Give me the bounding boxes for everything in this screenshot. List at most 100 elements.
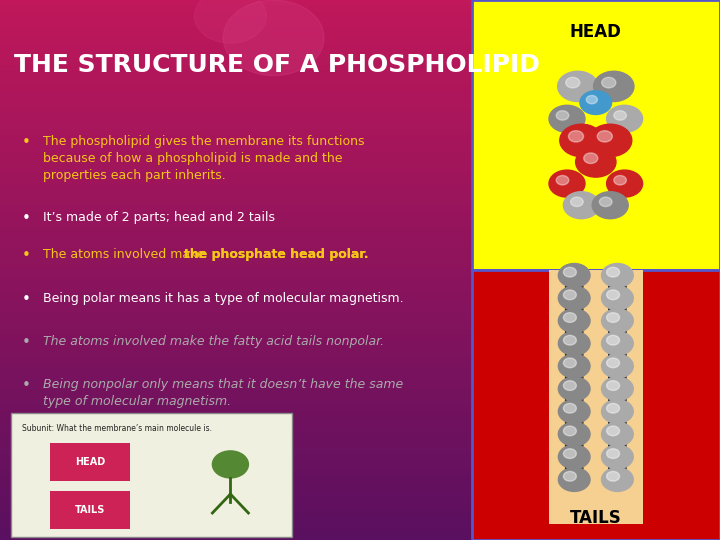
Circle shape <box>563 403 577 413</box>
Text: HEAD: HEAD <box>75 457 105 467</box>
Circle shape <box>223 0 324 76</box>
Circle shape <box>593 192 628 219</box>
FancyBboxPatch shape <box>11 413 292 537</box>
Text: Being nonpolar only means that it doesn’t have the same
type of molecular magnet: Being nonpolar only means that it doesn’… <box>43 378 403 408</box>
Circle shape <box>584 153 598 164</box>
Circle shape <box>566 280 583 293</box>
Circle shape <box>559 309 590 333</box>
Circle shape <box>576 147 616 177</box>
Circle shape <box>594 71 634 102</box>
Circle shape <box>609 416 626 429</box>
Circle shape <box>602 77 616 88</box>
Circle shape <box>563 267 577 277</box>
Circle shape <box>589 124 632 157</box>
Circle shape <box>559 264 590 287</box>
Circle shape <box>559 286 590 310</box>
Circle shape <box>601 422 634 446</box>
Circle shape <box>609 280 626 293</box>
Circle shape <box>606 358 620 368</box>
Text: •: • <box>22 335 30 350</box>
Circle shape <box>563 381 577 390</box>
Circle shape <box>606 426 620 436</box>
Circle shape <box>606 290 620 300</box>
Circle shape <box>557 111 569 120</box>
Text: •: • <box>22 378 30 393</box>
FancyBboxPatch shape <box>50 491 130 529</box>
Circle shape <box>614 176 626 185</box>
Circle shape <box>566 77 580 88</box>
Circle shape <box>557 71 598 102</box>
Circle shape <box>606 267 620 277</box>
Circle shape <box>609 371 626 384</box>
Circle shape <box>557 176 569 185</box>
Circle shape <box>569 131 583 142</box>
Circle shape <box>566 439 583 452</box>
Circle shape <box>601 264 634 287</box>
Circle shape <box>563 290 577 300</box>
Circle shape <box>598 131 612 142</box>
Circle shape <box>563 426 577 436</box>
Bar <box>472 270 720 540</box>
Circle shape <box>601 332 634 355</box>
Circle shape <box>194 0 266 43</box>
Bar <box>472 0 720 270</box>
Text: Subunit: What the membrane’s main molecule is.: Subunit: What the membrane’s main molecu… <box>22 424 212 433</box>
Circle shape <box>563 335 577 345</box>
Text: the phosphate head polar.: the phosphate head polar. <box>184 248 368 261</box>
Circle shape <box>609 303 626 316</box>
FancyBboxPatch shape <box>50 443 130 481</box>
Circle shape <box>559 422 590 446</box>
Circle shape <box>566 326 583 339</box>
Circle shape <box>606 335 620 345</box>
Circle shape <box>566 462 583 475</box>
Circle shape <box>559 468 590 491</box>
Circle shape <box>563 471 577 481</box>
Circle shape <box>601 445 634 469</box>
Circle shape <box>606 403 620 413</box>
Circle shape <box>212 451 248 478</box>
Circle shape <box>606 381 620 390</box>
Circle shape <box>601 377 634 401</box>
Circle shape <box>609 439 626 452</box>
Text: •: • <box>22 135 30 150</box>
Circle shape <box>609 348 626 361</box>
Circle shape <box>560 124 603 157</box>
Circle shape <box>609 462 626 475</box>
Circle shape <box>563 449 577 458</box>
Circle shape <box>559 445 590 469</box>
Circle shape <box>586 96 598 104</box>
Circle shape <box>563 192 599 219</box>
Circle shape <box>606 105 643 132</box>
Circle shape <box>601 468 634 491</box>
Circle shape <box>559 354 590 378</box>
Circle shape <box>559 400 590 423</box>
Circle shape <box>580 91 612 114</box>
Text: the phosphate head polar.: the phosphate head polar. <box>184 248 368 261</box>
Circle shape <box>600 197 612 206</box>
Circle shape <box>563 313 577 322</box>
Circle shape <box>601 400 634 423</box>
Circle shape <box>566 371 583 384</box>
Text: TAILS: TAILS <box>75 505 105 515</box>
Circle shape <box>606 170 643 197</box>
Circle shape <box>563 358 577 368</box>
Circle shape <box>609 326 626 339</box>
Circle shape <box>601 309 634 333</box>
Circle shape <box>559 332 590 355</box>
Text: •: • <box>22 248 30 264</box>
Circle shape <box>609 394 626 407</box>
Text: Being polar means it has a type of molecular magnetism.: Being polar means it has a type of molec… <box>43 292 404 305</box>
Circle shape <box>606 449 620 458</box>
Circle shape <box>614 111 626 120</box>
Text: •: • <box>22 211 30 226</box>
Circle shape <box>566 348 583 361</box>
Text: The phospholipid gives the membrane its functions
because of how a phospholipid : The phospholipid gives the membrane its … <box>43 135 365 182</box>
Circle shape <box>566 416 583 429</box>
Text: The atoms involved make: The atoms involved make <box>43 248 209 261</box>
Text: •: • <box>22 292 30 307</box>
Circle shape <box>606 313 620 322</box>
Circle shape <box>601 354 634 378</box>
Text: HEAD: HEAD <box>570 23 622 42</box>
Circle shape <box>566 303 583 316</box>
Circle shape <box>606 471 620 481</box>
